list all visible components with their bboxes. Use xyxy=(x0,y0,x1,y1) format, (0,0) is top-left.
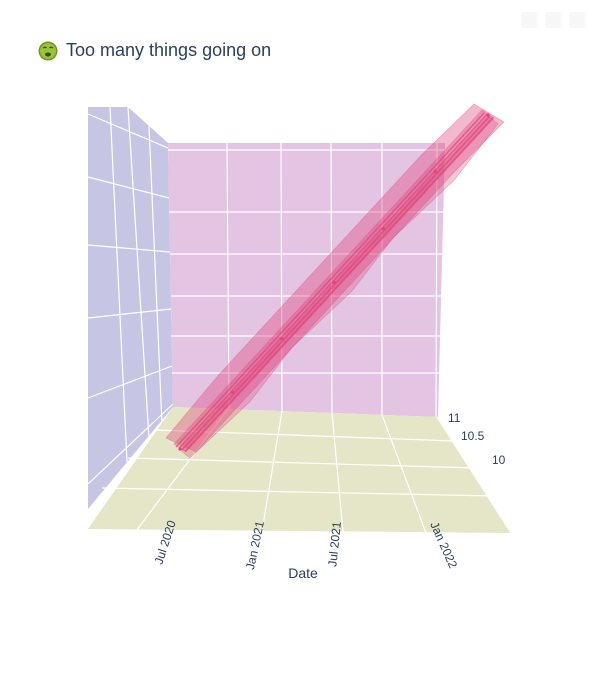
x-tick-label: Jul 2021 xyxy=(325,521,344,568)
surface-band xyxy=(180,116,498,458)
surface-point xyxy=(434,170,437,173)
y-tick-label: 11 xyxy=(448,411,461,425)
y-tick-label: 10.5 xyxy=(461,429,485,443)
surface-line xyxy=(176,113,484,447)
floor-grid xyxy=(102,409,511,533)
x-axis-ticks: Jul 2020 Jan 2021 Jul 2021 Jan 2022 xyxy=(152,518,461,571)
side-wall xyxy=(88,107,173,509)
side-wall-grid xyxy=(88,107,173,484)
surface-point xyxy=(178,447,181,450)
floor xyxy=(88,407,511,533)
back-wall-grid xyxy=(168,143,445,417)
surface-point xyxy=(231,391,234,394)
y-axis-ticks: 11 10.5 10 xyxy=(448,411,506,467)
chart-title: Too many things going on xyxy=(66,40,271,61)
home-icon[interactable] xyxy=(569,12,585,28)
nauseated-face-icon xyxy=(38,41,58,61)
surface-band xyxy=(174,110,494,452)
surface-point xyxy=(382,227,385,230)
surface-line xyxy=(179,115,487,449)
surface-band xyxy=(166,104,504,452)
surface-layer xyxy=(166,104,504,458)
zoom-icon[interactable] xyxy=(545,12,561,28)
surface-line xyxy=(182,116,490,450)
chart-title-row: Too many things going on xyxy=(38,40,271,61)
x-axis-title: Date xyxy=(288,565,318,581)
surface-point xyxy=(332,280,335,283)
x-tick-label: Jul 2020 xyxy=(152,518,179,566)
x-tick-label: Jan 2022 xyxy=(427,520,460,571)
modebar[interactable] xyxy=(521,12,585,28)
back-wall xyxy=(168,143,445,417)
x-tick-label: Jan 2021 xyxy=(243,519,267,571)
surface-point xyxy=(486,113,489,116)
camera-icon[interactable] xyxy=(521,12,537,28)
y-tick-label: 10 xyxy=(492,453,506,467)
surface-line xyxy=(185,118,493,452)
surface-point xyxy=(280,337,283,340)
